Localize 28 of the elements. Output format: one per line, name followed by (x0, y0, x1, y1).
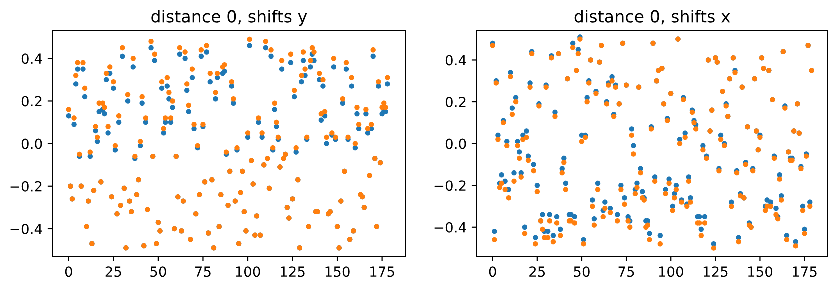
y-tick-label: 0.0 (22, 138, 42, 150)
x-tick-label: 75 (196, 266, 211, 278)
y-tick-label: −0.2 (434, 180, 466, 192)
y-tick-label: 0.0 (446, 138, 466, 150)
x-tick-label: 150 (748, 266, 773, 278)
y-tick-label: −0.2 (10, 181, 42, 192)
y-tick-label: 0.4 (446, 55, 466, 66)
x-tick-label: 175 (793, 266, 817, 278)
x-tick-label: 50 (574, 266, 590, 278)
x-tick-label: 100 (236, 266, 260, 278)
x-tick-label: 150 (326, 266, 350, 278)
y-tick-label: 0.2 (22, 96, 42, 107)
chart-title: distance 0, shifts y (152, 10, 308, 26)
x-tick-label: 175 (370, 266, 394, 278)
y-tick-label: −0.4 (434, 222, 466, 233)
x-tick-label: 125 (704, 266, 728, 278)
y-tick-label: −0.4 (10, 224, 42, 234)
x-tick-label: 0 (489, 266, 496, 278)
x-tick-label: 25 (106, 266, 122, 278)
x-tick-label: 25 (530, 266, 546, 278)
chart-title: distance 0, shifts x (574, 10, 730, 25)
x-tick-label: 75 (618, 266, 634, 278)
y-tick-label: 0.4 (22, 54, 42, 64)
y-tick-label: 0.2 (446, 96, 466, 108)
x-tick-label: 100 (659, 266, 684, 278)
x-tick-label: 0 (65, 266, 72, 278)
x-tick-label: 125 (281, 266, 305, 278)
x-tick-label: 50 (150, 266, 166, 278)
